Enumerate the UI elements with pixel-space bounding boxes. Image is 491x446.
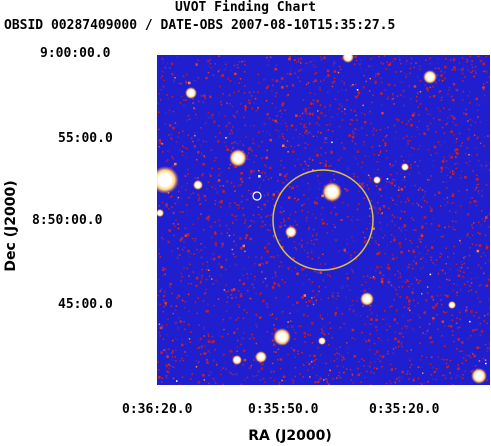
y-axis-label: Dec (J2000) xyxy=(3,180,19,272)
star xyxy=(318,337,326,345)
source-marker-circle xyxy=(252,191,262,201)
star xyxy=(342,55,354,63)
ra-tick-label: 0:36:20.0 xyxy=(122,402,193,417)
star xyxy=(255,351,267,363)
dec-tick-label: 55:00.0 xyxy=(58,131,113,146)
error-circle xyxy=(272,169,374,271)
star xyxy=(448,301,456,309)
star xyxy=(471,368,487,384)
star xyxy=(157,166,179,194)
star xyxy=(423,70,437,84)
sky-background xyxy=(157,55,490,385)
star xyxy=(360,292,374,306)
ra-tick-label: 0:35:50.0 xyxy=(248,402,319,417)
ra-tick-label: 0:35:20.0 xyxy=(369,402,440,417)
chart-title: UVOT Finding Chart xyxy=(175,0,316,15)
chart-subtitle: OBSID 00287409000 / DATE-OBS 2007-08-10T… xyxy=(4,18,396,33)
noise-layer xyxy=(157,55,490,385)
star xyxy=(285,226,297,238)
star xyxy=(232,355,242,365)
sky-image xyxy=(157,55,490,385)
star xyxy=(193,180,203,190)
dec-tick-label: 9:00:00.0 xyxy=(40,46,111,61)
sky-image-svg xyxy=(157,55,490,385)
dec-tick-label: 8:50:00.0 xyxy=(32,213,103,228)
star xyxy=(401,163,409,171)
x-axis-label: RA (J2000) xyxy=(248,428,332,444)
star xyxy=(273,328,291,346)
star xyxy=(229,149,247,167)
stars xyxy=(157,55,487,384)
star xyxy=(322,182,342,202)
star xyxy=(185,87,197,99)
dec-tick-label: 45:00.0 xyxy=(58,297,113,312)
star xyxy=(373,176,381,184)
star xyxy=(157,209,164,217)
